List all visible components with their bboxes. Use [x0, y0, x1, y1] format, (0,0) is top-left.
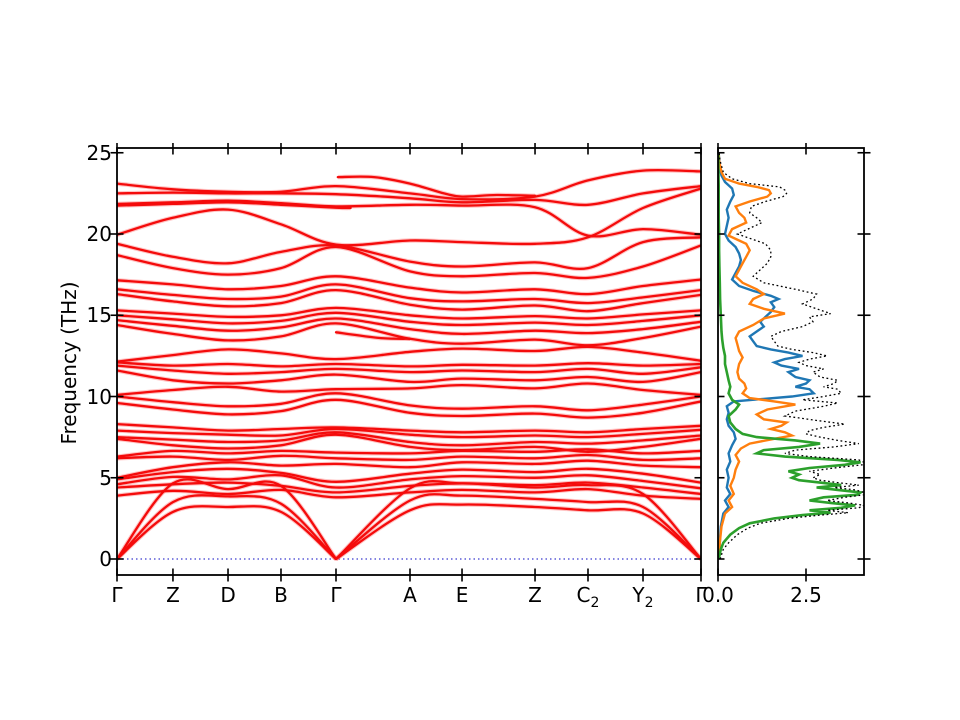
phonon-band	[117, 283, 701, 305]
phonon-band	[117, 431, 701, 447]
y-tick-label: 0	[99, 547, 112, 571]
phonon-band	[117, 398, 701, 419]
phonon-band	[117, 369, 701, 385]
phonon-band	[117, 199, 701, 238]
phonon-band	[117, 288, 701, 313]
y-tick-label: 5	[99, 465, 112, 490]
phonon-band	[117, 187, 701, 247]
phonon-band	[117, 382, 701, 397]
phonon-band	[117, 427, 701, 439]
phonon-band	[117, 201, 352, 210]
x-tick-label: A	[403, 583, 417, 607]
phonon-band	[117, 494, 338, 561]
phonon-band	[117, 433, 701, 453]
x-tick-label: D	[220, 583, 236, 607]
phonon-band	[117, 392, 701, 412]
phonon-band	[117, 459, 701, 479]
phonon-band	[117, 275, 701, 296]
x-tick-label: Γ	[330, 583, 342, 607]
y-tick-label: 20	[86, 222, 112, 246]
dos-panel-frame	[717, 147, 865, 576]
total-dos-curve	[718, 152, 864, 560]
phonon-band	[336, 175, 537, 198]
phonon-band	[117, 168, 701, 201]
phonon-band	[117, 311, 701, 327]
band-panel-frame	[116, 147, 702, 576]
phonon-band	[117, 364, 701, 375]
phonon-band	[117, 487, 701, 501]
y-tick-label: 10	[86, 384, 112, 409]
y-tick-label: 15	[86, 303, 112, 328]
dos-curves-layer	[718, 152, 864, 560]
phonon-band	[117, 306, 701, 320]
x-tick-label: E	[455, 583, 469, 607]
x-tick-label: Γ	[111, 583, 123, 607]
y-tick-label: 25	[86, 140, 112, 165]
phonon-band	[117, 317, 701, 336]
phonon-band	[117, 184, 701, 207]
phonon-band	[334, 480, 701, 561]
phonon-band	[117, 481, 701, 496]
dos-x-tick-label: 2.5	[790, 583, 822, 607]
x-tick-label: C2	[576, 583, 600, 611]
phonon-band	[117, 473, 701, 490]
x-tick-label: Γ	[695, 583, 707, 607]
x-tick-label: Y2	[632, 583, 654, 611]
pdos-blue-curve	[718, 152, 817, 560]
phonon-band	[117, 478, 338, 561]
phonon-band	[117, 448, 701, 458]
phonon-band	[334, 503, 701, 561]
x-tick-label: Z	[528, 583, 542, 607]
pdos-orange-curve	[718, 152, 796, 560]
phonon-band	[117, 361, 701, 368]
phonon-band	[334, 493, 701, 561]
phonon-band	[117, 244, 701, 280]
phonon-band	[117, 345, 701, 363]
phonon-band	[117, 505, 338, 561]
phonon-band	[334, 331, 412, 340]
x-tick-label: Z	[166, 583, 180, 607]
phonon-band	[117, 453, 701, 462]
phonon-band	[117, 236, 701, 270]
x-tick-label: B	[274, 583, 288, 607]
pdos-green-curve	[718, 152, 864, 560]
phonon-band	[117, 422, 701, 434]
band-lines-layer	[117, 168, 701, 561]
phonon-band	[117, 467, 701, 484]
dos-x-tick-label: 0.0	[702, 583, 734, 607]
